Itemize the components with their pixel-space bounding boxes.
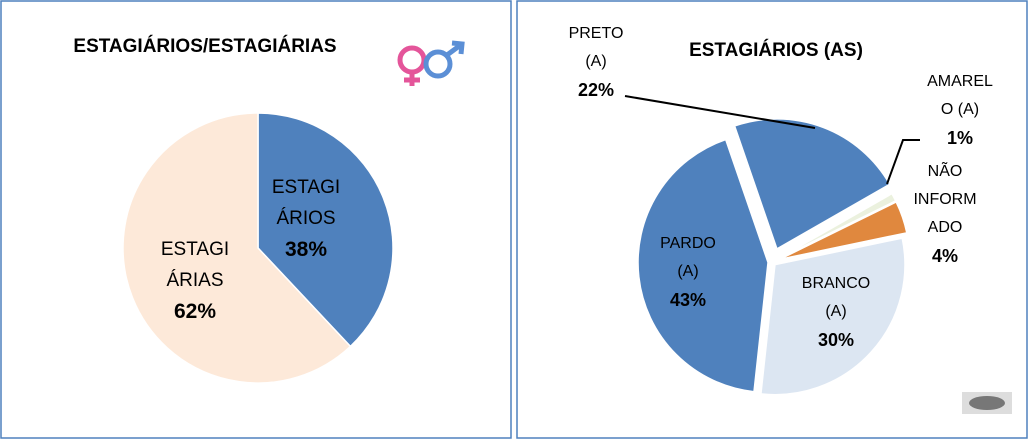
- value-label: 22%: [561, 76, 631, 104]
- value-label: 62%: [156, 296, 234, 327]
- chart-title: ESTAGIÁRIOS (AS): [689, 40, 863, 62]
- slice-label: PRETO (A) 22%: [561, 20, 631, 104]
- chart-title: ESTAGIÁRIOS/ESTAGIÁRIAS: [73, 36, 336, 58]
- slice-label: ESTAGIÁRIOS 38%: [267, 172, 345, 265]
- category-label: ESTAGIÁRIOS: [272, 177, 340, 229]
- value-label: 4%: [912, 242, 978, 270]
- value-label: 30%: [791, 326, 881, 354]
- value-label: 38%: [267, 234, 345, 265]
- slice-label: PARDO (A) 43%: [648, 230, 728, 314]
- slice-label: AMARELO (A) 1%: [927, 68, 993, 152]
- slice-label: NÃO INFORMADO 4%: [912, 158, 978, 270]
- slice-label: ESTAGIÁRIAS 62%: [156, 234, 234, 327]
- slice-label: BRANCO (A) 30%: [791, 270, 881, 354]
- value-label: 1%: [927, 124, 993, 152]
- handshake-photo: [962, 392, 1012, 414]
- value-label: 43%: [648, 286, 728, 314]
- category-label: NÃO INFORMADO: [913, 163, 976, 236]
- category-label: ESTAGIÁRIAS: [161, 239, 229, 291]
- category-label: PRETO (A): [569, 25, 624, 70]
- category-label: AMARELO (A): [927, 73, 993, 118]
- charts: [0, 0, 1028, 439]
- page: ESTAGIÁRIOS/ESTAGIÁRIASESTAGIÁRIOS38%EST…: [0, 0, 1028, 439]
- category-label: PARDO (A): [660, 235, 716, 280]
- category-label: BRANCO (A): [802, 275, 870, 320]
